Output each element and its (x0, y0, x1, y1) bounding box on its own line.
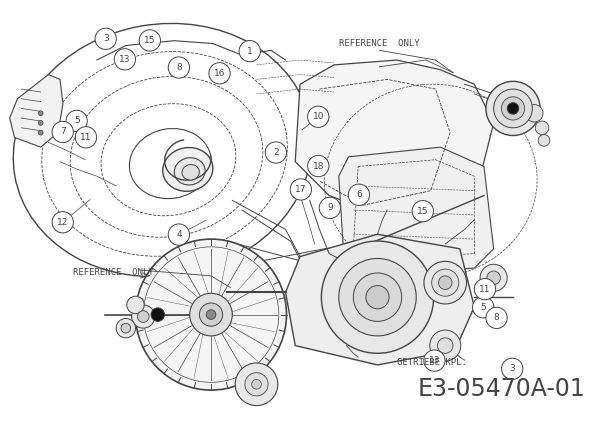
Text: 13: 13 (428, 356, 440, 365)
Circle shape (95, 28, 116, 50)
Text: 1: 1 (247, 47, 253, 56)
Text: 18: 18 (313, 162, 324, 170)
Circle shape (432, 269, 459, 296)
Circle shape (245, 373, 268, 396)
Circle shape (322, 241, 434, 353)
Polygon shape (295, 60, 494, 225)
Polygon shape (10, 75, 63, 147)
Circle shape (38, 130, 43, 135)
Circle shape (339, 259, 416, 336)
Text: 5: 5 (481, 303, 486, 312)
Polygon shape (286, 234, 474, 365)
Ellipse shape (174, 158, 205, 185)
Circle shape (206, 310, 216, 319)
Circle shape (502, 97, 524, 120)
Text: GETRIEBE KPL.: GETRIEBE KPL. (397, 359, 467, 368)
Text: 3: 3 (103, 34, 109, 43)
Circle shape (308, 155, 329, 177)
Text: E3-05470A-01: E3-05470A-01 (418, 377, 585, 401)
Circle shape (66, 110, 88, 131)
Circle shape (168, 57, 190, 78)
Text: 8: 8 (176, 63, 182, 72)
Circle shape (127, 296, 144, 314)
Circle shape (136, 239, 287, 390)
Circle shape (424, 350, 445, 371)
Circle shape (52, 212, 73, 233)
Circle shape (487, 271, 500, 285)
Text: 4: 4 (176, 230, 182, 239)
Circle shape (348, 184, 370, 205)
Circle shape (251, 379, 262, 389)
Circle shape (486, 81, 540, 136)
Circle shape (535, 121, 549, 134)
Circle shape (121, 324, 131, 333)
Text: 8: 8 (494, 313, 499, 322)
Text: 13: 13 (119, 55, 131, 64)
Text: 15: 15 (417, 206, 428, 216)
Circle shape (235, 363, 278, 406)
Circle shape (190, 293, 232, 336)
Text: 17: 17 (295, 185, 307, 194)
Text: 10: 10 (313, 112, 324, 121)
Circle shape (290, 179, 311, 200)
Circle shape (116, 318, 136, 338)
Circle shape (199, 303, 223, 326)
Text: 16: 16 (214, 69, 225, 78)
Circle shape (114, 49, 136, 70)
Circle shape (439, 276, 452, 290)
Circle shape (412, 201, 433, 222)
Circle shape (430, 330, 461, 361)
Circle shape (366, 285, 389, 309)
Circle shape (38, 120, 43, 126)
Circle shape (526, 105, 543, 122)
Circle shape (538, 134, 550, 146)
Text: 15: 15 (144, 36, 155, 45)
Polygon shape (339, 147, 494, 273)
Text: 2: 2 (273, 148, 278, 157)
Text: 5: 5 (74, 117, 80, 126)
Circle shape (437, 338, 453, 353)
Circle shape (76, 127, 97, 148)
Text: 12: 12 (57, 218, 68, 227)
Circle shape (239, 40, 260, 62)
Text: 7: 7 (60, 128, 65, 137)
Circle shape (473, 296, 494, 318)
Circle shape (151, 308, 164, 321)
Ellipse shape (163, 148, 213, 191)
Ellipse shape (182, 165, 199, 180)
Circle shape (265, 142, 287, 163)
Circle shape (38, 111, 43, 116)
Circle shape (480, 264, 507, 291)
Circle shape (139, 30, 160, 51)
Text: 9: 9 (327, 204, 333, 212)
Circle shape (131, 305, 155, 328)
Text: REFERENCE  ONLY: REFERENCE ONLY (339, 39, 420, 48)
Circle shape (52, 121, 73, 142)
Circle shape (319, 197, 341, 218)
Circle shape (486, 307, 507, 329)
Circle shape (502, 358, 523, 379)
Text: REFERENCE  ONLY: REFERENCE ONLY (73, 268, 153, 277)
Circle shape (308, 106, 329, 128)
Circle shape (424, 261, 467, 304)
Circle shape (137, 311, 149, 322)
Text: 6: 6 (356, 190, 362, 199)
Circle shape (474, 279, 496, 300)
Circle shape (209, 63, 230, 84)
Circle shape (494, 89, 532, 128)
Circle shape (353, 273, 401, 321)
Text: 11: 11 (479, 285, 491, 294)
Text: 11: 11 (80, 133, 92, 142)
Text: 3: 3 (509, 364, 515, 373)
Circle shape (168, 224, 190, 245)
Circle shape (507, 103, 519, 114)
